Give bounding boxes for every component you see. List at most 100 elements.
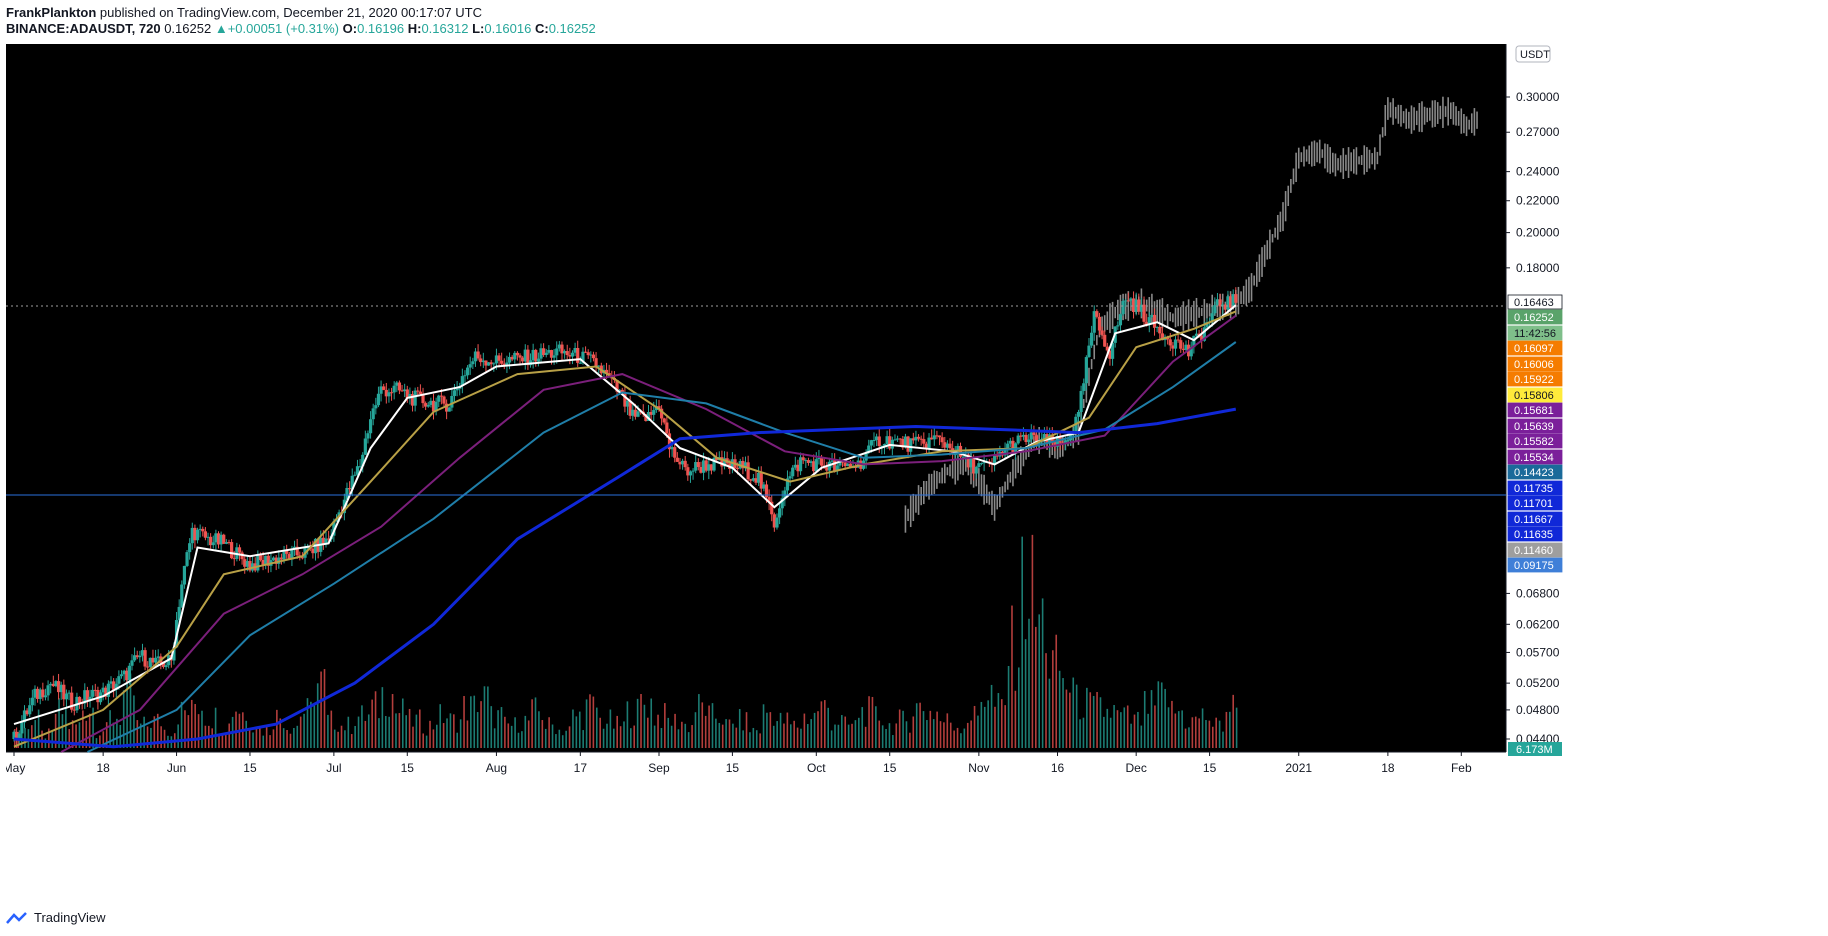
candle-body — [1095, 311, 1099, 317]
candle-body — [109, 681, 113, 684]
candle-body — [615, 380, 619, 392]
candle — [91, 685, 95, 701]
candle-body — [227, 542, 231, 544]
candle — [219, 531, 223, 553]
volume-bar — [1052, 650, 1054, 748]
candle-body — [62, 684, 66, 700]
candle-body — [875, 436, 879, 441]
price-tick-label: 0.20000 — [1516, 226, 1560, 240]
candle-body — [138, 655, 142, 658]
candle-body — [1084, 357, 1088, 384]
candle-body — [969, 458, 973, 468]
candle — [796, 459, 800, 477]
candle-body — [266, 555, 270, 566]
volume-bar — [378, 718, 380, 748]
candle-body — [570, 352, 575, 357]
volume-bar — [1035, 626, 1037, 748]
candle — [1027, 433, 1031, 445]
volume-bar — [177, 724, 179, 748]
volume-bar — [926, 720, 928, 748]
price-tick-label: 0.27000 — [1516, 125, 1560, 139]
candle — [536, 352, 540, 367]
candle — [403, 383, 407, 398]
price-chart[interactable]: 0.30000 0.27000 0.24000 0.22000 0.20000 0.180… — [6, 44, 1826, 916]
high-label: H: — [407, 21, 422, 36]
candle-body — [864, 452, 868, 461]
chart-area[interactable]: 0.30000 0.27000 0.24000 0.22000 0.20000 0.180… — [6, 44, 1826, 916]
candle — [1008, 437, 1012, 448]
candle-body — [1105, 346, 1109, 351]
candle — [30, 689, 34, 712]
candle — [1103, 330, 1107, 347]
price-axis: 0.30000 0.27000 0.24000 0.22000 0.20000 0.180… — [1506, 90, 1560, 746]
candle — [198, 524, 202, 538]
candle — [164, 662, 168, 671]
volume-bar — [143, 716, 145, 748]
candle-body — [819, 457, 824, 466]
candle-body — [471, 361, 475, 365]
volume-bar — [1150, 690, 1153, 748]
candle — [112, 678, 116, 698]
time-tick-label: 18 — [96, 761, 110, 775]
volume-bar — [599, 717, 601, 748]
volume-bar — [262, 735, 265, 748]
price-label: 0.15922 — [1507, 371, 1563, 387]
candle-body — [707, 464, 711, 471]
candle — [400, 384, 404, 392]
volume-bar — [1171, 700, 1173, 748]
price-label-box — [1507, 418, 1563, 434]
candle — [1129, 297, 1133, 306]
volume-bar — [854, 720, 857, 748]
candle-body — [1029, 432, 1033, 440]
volume-bar — [1147, 713, 1149, 748]
candle — [893, 434, 897, 441]
volume-bar — [1229, 711, 1231, 748]
volume-bar — [630, 728, 632, 748]
volume-bar — [1154, 705, 1156, 748]
candle — [699, 461, 703, 474]
candle-body — [201, 528, 205, 532]
volume-bar — [909, 732, 911, 748]
candle-body — [49, 683, 53, 686]
volume-bar — [303, 713, 305, 748]
candle-body — [484, 360, 488, 366]
candle — [133, 647, 137, 662]
candle — [59, 681, 63, 700]
candle-body — [104, 687, 108, 697]
price-label: 0.16463 — [1507, 294, 1563, 310]
up-arrow-icon: ▲ — [214, 21, 228, 36]
candle — [777, 503, 782, 525]
volume-bar — [929, 710, 932, 748]
candle-body — [1147, 317, 1151, 325]
candle — [775, 513, 779, 530]
volume-bar — [299, 716, 302, 748]
candle — [413, 387, 417, 412]
volume-bar — [463, 695, 465, 748]
candle-body — [531, 349, 535, 361]
volume-bar — [1140, 725, 1143, 748]
candle-body — [363, 438, 367, 455]
candle — [135, 650, 139, 660]
candle — [248, 556, 252, 573]
volume-bar — [633, 725, 636, 748]
candle-body — [1027, 439, 1031, 442]
candle-body — [177, 606, 181, 621]
volume-bar — [868, 696, 870, 748]
candle-body — [285, 550, 289, 554]
volume-bar — [892, 735, 894, 748]
candle — [62, 679, 66, 707]
candle — [410, 390, 415, 412]
candle-body — [450, 395, 454, 408]
volume-bar — [561, 735, 564, 748]
volume-bar — [1164, 688, 1166, 748]
candle-body — [15, 731, 19, 741]
volume-bar — [1109, 717, 1112, 748]
candle-body — [146, 666, 150, 668]
candle-body — [982, 462, 986, 464]
candle — [1221, 302, 1225, 315]
candle — [421, 387, 425, 408]
volume-bar — [650, 698, 653, 748]
candle-body — [93, 689, 97, 691]
candle-body — [631, 409, 635, 416]
volume-bar — [1079, 719, 1081, 748]
